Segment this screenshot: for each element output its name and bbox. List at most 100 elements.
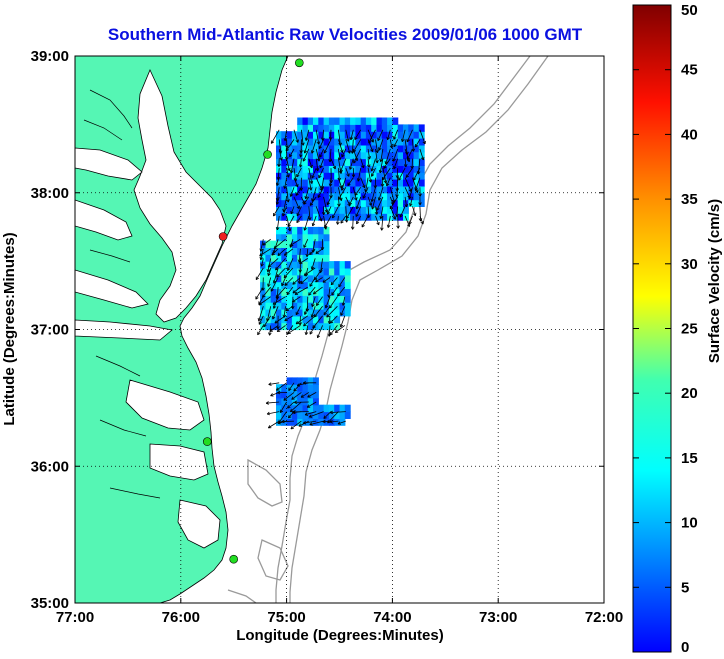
velocity-arrow: [347, 177, 354, 186]
velocity-cell: [339, 179, 346, 187]
velocity-arrow: [312, 315, 323, 329]
velocity-cell: [403, 151, 409, 160]
velocity-cell: [313, 268, 319, 276]
velocity-arrow: [279, 401, 287, 413]
velocity-arrow: [290, 158, 295, 174]
velocity-arrow: [289, 148, 295, 158]
velocity-cell: [323, 411, 330, 419]
velocity-cell: [318, 151, 325, 160]
velocity-cell: [339, 274, 346, 283]
velocity-arrow: [382, 168, 387, 184]
velocity-cell: [403, 158, 409, 166]
velocity-arrow: [380, 148, 384, 162]
velocity-cell: [360, 199, 367, 207]
velocity-cell: [387, 192, 393, 201]
velocity-cell: [334, 309, 341, 317]
velocity-cell: [281, 268, 288, 276]
velocity-cell: [413, 172, 420, 180]
velocity-cell: [387, 158, 393, 166]
velocity-arrow: [367, 129, 374, 143]
velocity-cell: [318, 233, 325, 242]
velocity-cell: [355, 124, 362, 132]
velocity-cell: [270, 261, 277, 269]
velocity-cell: [276, 206, 282, 214]
velocity-arrow: [321, 177, 324, 189]
velocity-cell: [350, 144, 356, 153]
velocity-cell: [286, 418, 293, 426]
velocity-cell: [392, 179, 399, 187]
velocity-cell: [297, 124, 304, 132]
velocity-arrow: [286, 168, 289, 178]
velocity-cell: [318, 199, 325, 207]
velocity-cell: [286, 233, 293, 242]
velocity-cell: [365, 192, 372, 201]
velocity-cell: [318, 124, 325, 132]
velocity-arrow: [287, 258, 294, 271]
velocity-cell: [307, 404, 314, 413]
velocity-cell: [286, 138, 293, 146]
velocity-cell: [413, 131, 420, 139]
velocity-arrow: [406, 148, 413, 160]
velocity-cell: [387, 117, 393, 125]
velocity-cell: [297, 233, 304, 242]
velocity-arrow: [263, 315, 272, 328]
velocity-cell: [276, 247, 282, 255]
velocity-cell: [381, 206, 388, 214]
velocity-cell: [313, 274, 319, 283]
velocity-arrow: [281, 277, 286, 286]
velocity-cell: [307, 397, 314, 406]
velocity-cell: [344, 124, 351, 132]
velocity-cell: [297, 411, 304, 419]
velocity-cell: [360, 165, 367, 173]
velocity-cell: [286, 309, 293, 317]
velocity-cell: [297, 377, 304, 385]
velocity-arrow: [318, 167, 324, 179]
velocity-cell: [408, 124, 415, 132]
velocity-cell: [313, 144, 319, 153]
velocity-cell: [265, 295, 272, 303]
velocity-cell: [387, 179, 393, 187]
velocity-cell: [376, 131, 383, 139]
velocity-cell: [328, 131, 335, 139]
velocity-cell: [281, 144, 288, 153]
velocity-arrow: [278, 148, 282, 161]
velocity-arrow: [330, 315, 338, 324]
velocity-cell: [381, 199, 388, 207]
velocity-arrow: [305, 129, 310, 141]
velocity-arrow: [330, 277, 338, 286]
velocity-cell: [397, 179, 404, 187]
velocity-arrow: [381, 167, 391, 181]
velocity-cell: [286, 199, 293, 207]
velocity-cell: [403, 206, 409, 214]
colorbar-tick-label: 0: [681, 639, 689, 656]
colorbar-tick-label: 30: [681, 256, 698, 273]
velocity-cell: [334, 295, 341, 303]
velocity-cell: [328, 309, 335, 317]
velocity-arrow: [355, 206, 362, 217]
velocity-cell: [355, 172, 362, 180]
velocity-cell: [403, 213, 409, 221]
velocity-cell: [339, 302, 346, 310]
colorbar-tick-label: 25: [681, 321, 698, 338]
velocity-cell: [334, 192, 341, 201]
velocity-cell: [323, 124, 330, 132]
velocity-arrow: [393, 139, 399, 147]
velocity-cell: [291, 268, 298, 276]
velocity-cell: [323, 404, 330, 413]
y-tick-label: 37:00: [31, 322, 69, 339]
velocity-cell: [381, 185, 388, 194]
velocity-cell: [344, 144, 351, 153]
velocity-cell: [307, 213, 314, 221]
velocity-cell: [365, 206, 372, 214]
velocity-arrow: [312, 215, 317, 227]
velocity-cell: [265, 274, 272, 283]
velocity-cell: [344, 199, 351, 207]
velocity-cell: [339, 144, 346, 153]
velocity-cell: [297, 322, 304, 331]
velocity-cell: [307, 117, 314, 125]
velocity-cell: [291, 151, 298, 160]
velocity-arrow: [354, 187, 362, 196]
velocity-cell: [392, 165, 399, 173]
velocity-arrow: [293, 382, 302, 392]
velocity-cell: [334, 261, 341, 269]
